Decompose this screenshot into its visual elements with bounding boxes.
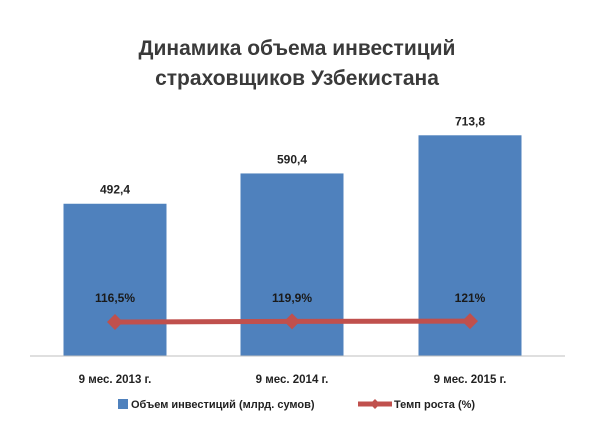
bar-value-label-1: 492,4 xyxy=(100,183,130,197)
growth-marker-1 xyxy=(107,314,123,330)
chart-title-line-1: Динамика объема инвестиций xyxy=(138,37,456,60)
chart-title: Динамика объема инвестиций страховщиков … xyxy=(0,34,594,94)
growth-marker-3 xyxy=(462,313,478,330)
legend-bar-label: Объем инвестиций (млрд. сумов) xyxy=(131,399,315,411)
category-label-3: 9 мес. 2015 г. xyxy=(434,374,507,386)
category-label-2: 9 мес. 2014 г. xyxy=(256,374,329,386)
growth-value-label-2: 119,9% xyxy=(272,291,312,305)
growth-value-label-3: 121% xyxy=(455,291,486,305)
bar-1 xyxy=(63,203,167,356)
bar-value-label-2: 590,4 xyxy=(277,152,307,166)
legend-line-marker xyxy=(370,399,380,409)
bar-value-label-3: 713,8 xyxy=(455,114,485,128)
category-label-1: 9 мес. 2013 г. xyxy=(79,374,152,386)
legend-bar-swatch xyxy=(118,399,128,409)
chart-title-line-2: страховщиков Узбекистана xyxy=(155,67,439,90)
legend-line-label: Темп роста (%) xyxy=(394,399,475,411)
growth-marker-2 xyxy=(284,313,300,330)
growth-value-label-1: 116,5% xyxy=(95,291,135,305)
